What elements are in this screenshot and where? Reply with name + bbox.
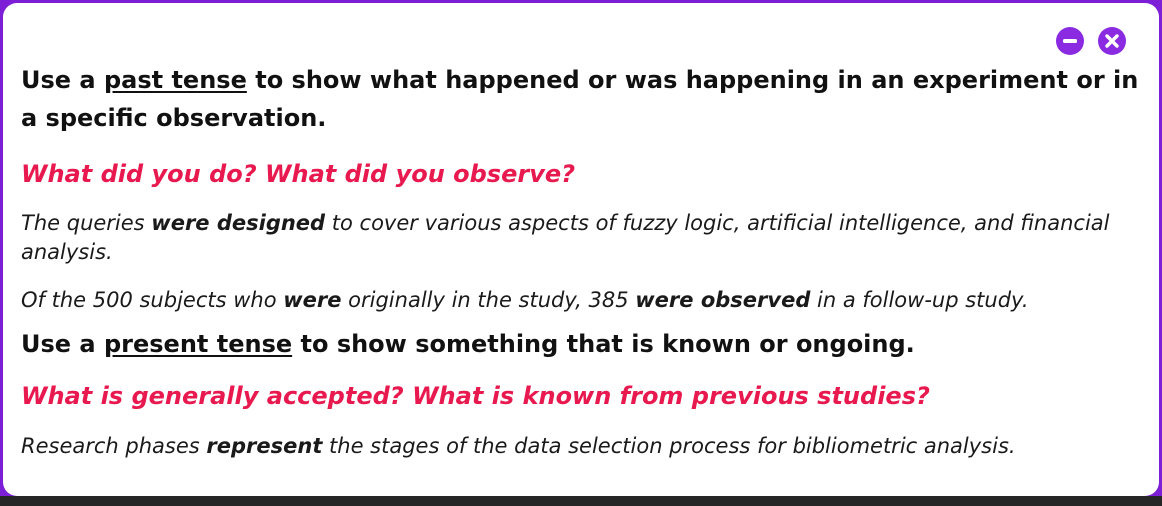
past-tense-heading: Use a past tense to show what happened o… [21,61,1141,137]
tense-guide: Use a past tense to show what happened o… [21,61,1141,461]
heading-text: Use a [21,330,104,358]
example-verb: were [283,288,342,312]
present-tense-heading: Use a present tense to show something th… [21,325,1141,363]
content-card: Use a past tense to show what happened o… [3,3,1159,496]
present-tense-question: What is generally accepted? What is know… [21,382,930,410]
heading-text: to show something that is known or ongoi… [292,330,915,358]
window-controls [1056,27,1126,55]
minimize-button[interactable] [1056,27,1084,55]
example-verb: were observed [635,288,811,312]
past-tense-question: What did you do? What did you observe? [21,160,576,188]
example-text: The queries [21,211,152,235]
x-circle-icon [1105,34,1119,48]
example-text: the stages of the data selection process… [322,434,1016,458]
present-tense-term: present tense [103,330,293,358]
present-example-1: Research phases represent the stages of … [21,432,1141,461]
example-text: Research phases [21,434,207,458]
bottom-bar [0,496,1162,506]
past-example-1: The queries were designed to cover vario… [21,209,1141,267]
heading-text: Use a [21,66,104,94]
example-verb: represent [206,434,323,458]
past-example-2: Of the 500 subjects who were originally … [21,286,1141,315]
heading-text: to show what happened or was happening i… [21,66,1139,132]
example-verb: were designed [151,211,326,235]
example-text: Of the 500 subjects who [21,288,284,312]
past-tense-term: past tense [103,66,247,94]
example-text: in a follow-up study. [810,288,1029,312]
minus-circle-icon [1063,39,1077,43]
example-text: originally in the study, 385 [341,288,636,312]
example-text: to cover various aspects of fuzzy logic,… [21,211,1110,264]
close-button[interactable] [1098,27,1126,55]
